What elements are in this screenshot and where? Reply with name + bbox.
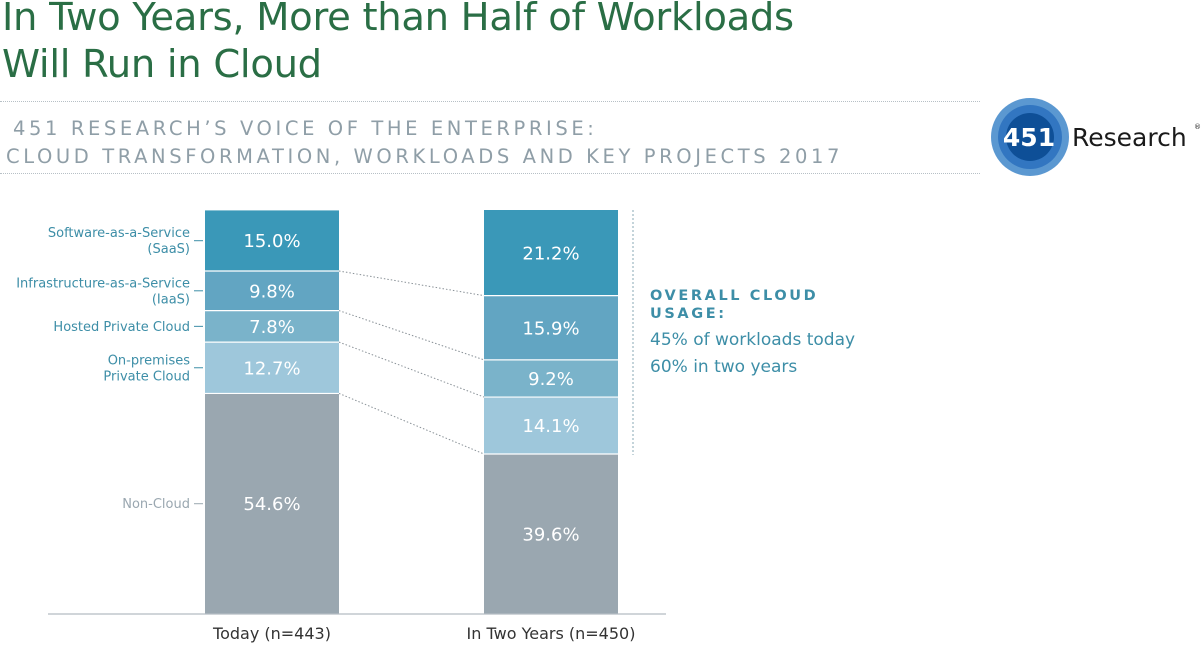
bar-non-cloud-today (205, 393, 339, 614)
value-label-on-premises-private-cloud-two-years: 14.1% (522, 416, 579, 437)
chart-title: In Two Years, More than Half of Workload… (2, 0, 794, 87)
subtitle-line-2: CLOUD TRANSFORMATION, WORKLOADS AND KEY … (6, 145, 844, 168)
bar-on-premises-private-cloud-today (205, 342, 339, 394)
connector-non-cloud (338, 392, 485, 455)
series-label-software-as-a-service-saas-line-1: Software-as-a-Service (48, 226, 190, 241)
callout-two-years: 60% in two years (650, 357, 798, 377)
bar-software-as-a-service-saas-two-years (484, 210, 618, 296)
logo-word: Research (1072, 123, 1187, 152)
callout-today: 45% of workloads today (650, 330, 856, 350)
value-labels: 54.6% 12.7% 7.8% 9.8% 15.0% 39.6% 14.1% 9.2% 15.… (243, 231, 579, 545)
value-label-non-cloud-today: 54.6% (243, 494, 300, 515)
value-label-infrastructure-as-a-service-iaas-today: 9.8% (249, 281, 295, 302)
connector-hosted-private-cloud (338, 310, 485, 361)
value-label-software-as-a-service-saas-today: 15.0% (243, 231, 300, 252)
chart-subtitle: 451 RESEARCH’S VOICE OF THE ENTERPRISE: … (6, 115, 966, 171)
title-divider (0, 101, 980, 102)
series-label-infrastructure-as-a-service-iaas-line-1: Infrastructure-as-a-Service (16, 276, 190, 291)
logo-number: 451 (1003, 123, 1055, 152)
bar-hosted-private-cloud-today (205, 310, 339, 343)
logo-inner-circle (1006, 113, 1054, 161)
bar-hosted-private-cloud-two-years (484, 359, 618, 398)
cloud-usage-callout: OVERALL CLOUD USAGE: 45% of workloads to… (650, 287, 950, 381)
series-label-on-premises-private-cloud-line-1: On-premises (108, 353, 191, 368)
logo-registered-mark: ® (1194, 123, 1201, 131)
x-label-today: Today (n=443) (212, 624, 331, 643)
connector-infrastructure-as-a-service-iaas (338, 270, 485, 297)
bar-software-as-a-service-saas-today (205, 210, 339, 272)
value-label-software-as-a-service-saas-two-years: 21.2% (522, 243, 579, 264)
stacked-bar-chart: 54.6% 12.7% 7.8% 9.8% 15.0% 39.6% 14.1% 9.2% 15.… (16, 210, 666, 643)
value-label-hosted-private-cloud-today: 7.8% (249, 317, 295, 338)
connector-lines (338, 270, 485, 455)
bar-infrastructure-as-a-service-iaas-today (205, 271, 339, 311)
bar-non-cloud-two-years (484, 454, 618, 614)
value-label-infrastructure-as-a-service-iaas-two-years: 15.9% (522, 318, 579, 339)
series-label-software-as-a-service-saas-line-2: (SaaS) (147, 242, 190, 257)
value-label-non-cloud-two-years: 39.6% (522, 525, 579, 546)
bar-on-premises-private-cloud-two-years (484, 397, 618, 455)
series-label-hosted-private-cloud: Hosted Private Cloud (53, 320, 190, 335)
series-label-on-premises-private-cloud-line-2: Private Cloud (103, 369, 190, 384)
451-research-logo: 451 Research ® (991, 98, 1201, 176)
series-label-infrastructure-as-a-service-iaas-line-2: (IaaS) (152, 292, 190, 307)
callout-heading: OVERALL CLOUD USAGE: (650, 288, 819, 322)
bar-infrastructure-as-a-service-iaas-two-years (484, 295, 618, 360)
value-label-hosted-private-cloud-two-years: 9.2% (528, 369, 574, 390)
bar-segments (205, 210, 618, 614)
series-label-non-cloud: Non-Cloud (122, 497, 190, 512)
x-axis-labels: Today (n=443) In Two Years (n=450) (212, 624, 635, 643)
connector-on-premises-private-cloud (338, 341, 485, 398)
value-label-on-premises-private-cloud-today: 12.7% (243, 358, 300, 379)
subtitle-line-1: 451 RESEARCH’S VOICE OF THE ENTERPRISE: (13, 117, 598, 140)
x-label-two-years: In Two Years (n=450) (467, 624, 636, 643)
subtitle-divider (0, 173, 980, 174)
